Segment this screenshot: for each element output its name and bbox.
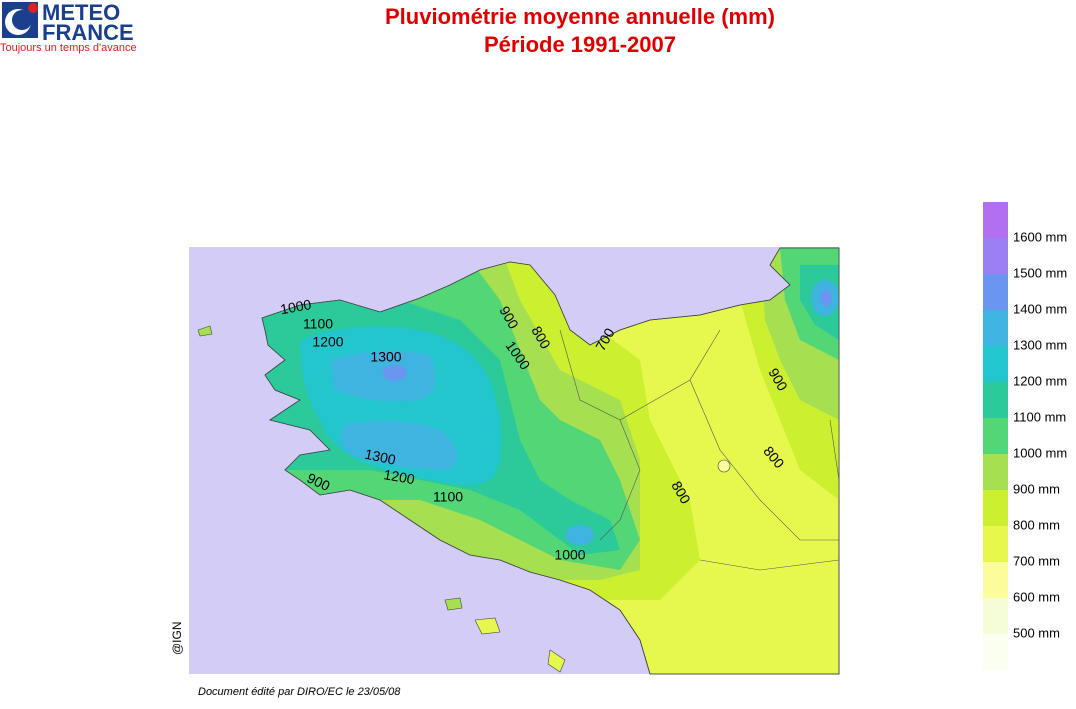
- legend-swatch: [983, 454, 1008, 490]
- map: 1000 1100 1200 1300 900 800 700 1000 900…: [189, 247, 840, 675]
- legend-label: 600 mm: [1013, 589, 1060, 604]
- legend-swatch: [983, 526, 1008, 562]
- contour-label: 1200: [382, 466, 416, 487]
- legend-swatch: [983, 382, 1008, 418]
- legend-label: 500 mm: [1013, 625, 1060, 640]
- legend-swatch: [983, 418, 1008, 454]
- legend-label: 700 mm: [1013, 553, 1060, 568]
- legend-label: 1400 mm: [1013, 301, 1067, 316]
- logo-globe-inner: [12, 10, 32, 30]
- title: Pluviométrie moyenne annuelle (mm): [385, 4, 775, 29]
- contour-label: 1100: [303, 316, 333, 332]
- zone-1400: [820, 290, 832, 306]
- contour-label: 1000: [279, 296, 313, 317]
- legend-label: 800 mm: [1013, 517, 1060, 532]
- zone-1400: [383, 365, 407, 381]
- boundaries: [559, 329, 840, 571]
- contour-label: 1100: [433, 489, 463, 505]
- legend-swatch: [983, 346, 1008, 382]
- island: [474, 617, 501, 635]
- contour-label: 1300: [370, 349, 401, 365]
- credit: @IGN: [170, 621, 184, 655]
- contour-label: 1200: [312, 334, 343, 350]
- island: [547, 649, 566, 673]
- logo-sun: [28, 3, 38, 13]
- island: [444, 597, 463, 611]
- zone-1300: [330, 351, 436, 402]
- contour-label: 1000: [554, 547, 585, 563]
- subtitle: Période 1991-2007: [484, 32, 676, 57]
- legend-label: 1200 mm: [1013, 373, 1067, 388]
- legend-label: 1100 mm: [1013, 409, 1066, 424]
- legend-label: 1300 mm: [1013, 337, 1067, 352]
- legend: 1600 mm 1500 mm 1400 mm 1300 mm 1200 mm 1100 …: [983, 202, 1067, 670]
- legend-swatch: [983, 562, 1008, 598]
- contour-label: 1300: [363, 446, 397, 468]
- logo-text: FRANCE: [42, 20, 134, 45]
- logo: METEO FRANCE Toujours un temps d'avance: [0, 0, 137, 54]
- department-borders: [559, 329, 840, 571]
- legend-swatch: [983, 238, 1008, 274]
- legend-swatch: [983, 202, 1008, 238]
- legend-swatch: [983, 634, 1008, 670]
- logo-text: METEO: [42, 0, 120, 25]
- legend-label: 900 mm: [1013, 481, 1060, 496]
- legend-swatch: [983, 310, 1008, 346]
- legend-swatch: [983, 598, 1008, 634]
- footer: Document édité par DIRO/EC le 23/05/08: [198, 686, 401, 698]
- legend-swatch: [983, 274, 1008, 310]
- logo-tagline: Toujours un temps d'avance: [0, 42, 137, 54]
- zone-1300: [341, 421, 458, 470]
- legend-label: 1600 mm: [1013, 229, 1067, 244]
- island: [197, 325, 213, 337]
- zone-600: [717, 459, 731, 473]
- zone-1300: [566, 525, 594, 545]
- legend-swatch: [983, 490, 1008, 526]
- legend-label: 1000 mm: [1013, 445, 1067, 460]
- legend-label: 1500 mm: [1013, 265, 1067, 280]
